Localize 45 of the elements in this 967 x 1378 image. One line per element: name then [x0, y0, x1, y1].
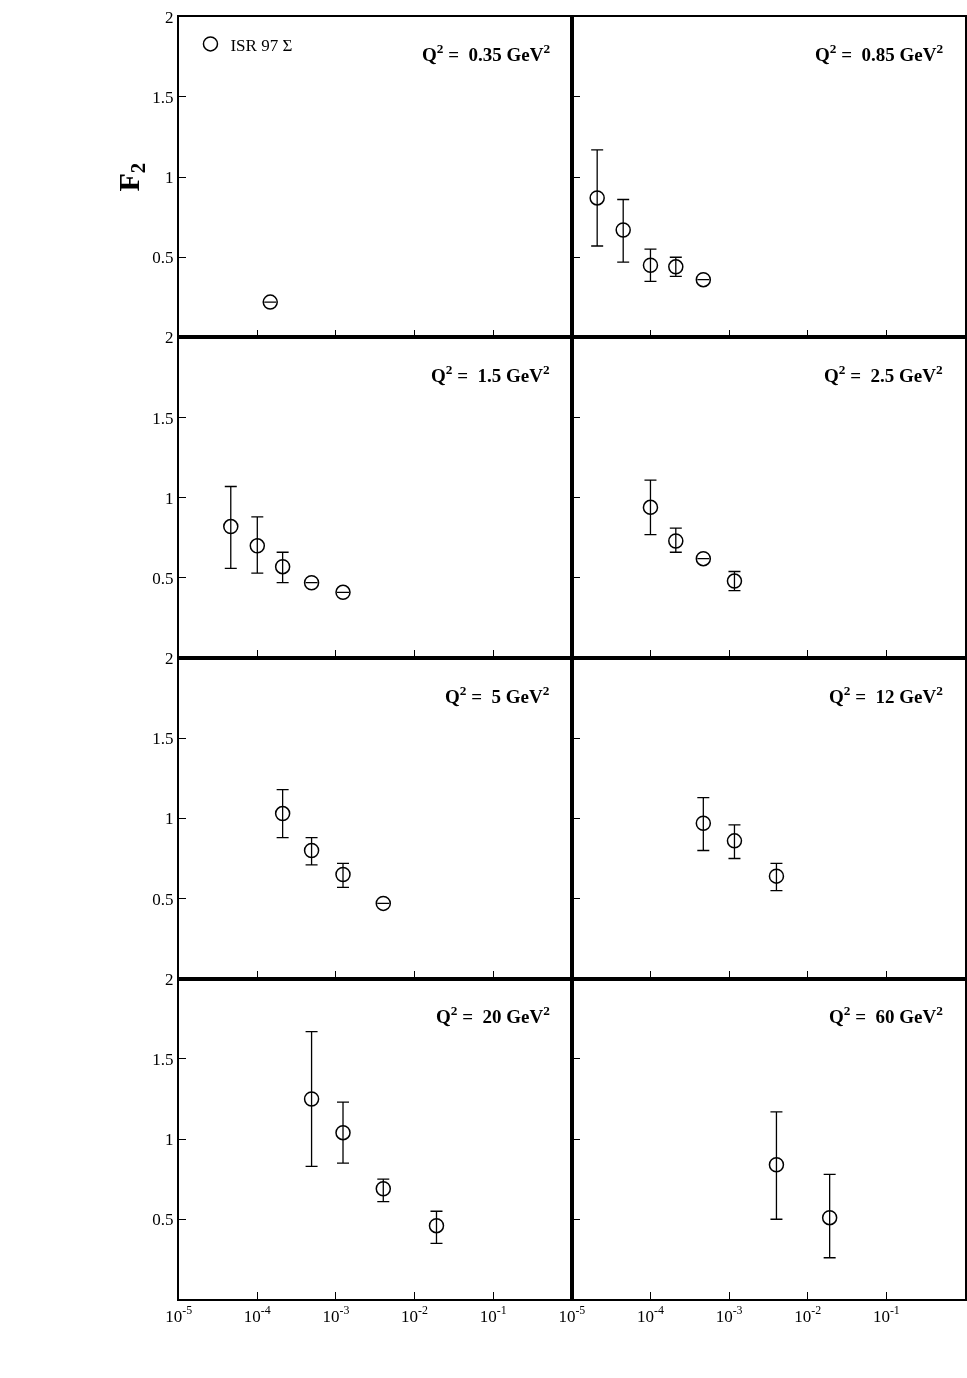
y-tick-label: 1 — [165, 168, 174, 188]
text: Q$^{2}$ = 0.35 GeV$^{2}$ — [422, 41, 551, 65]
y-tick-label: 0.5 — [152, 889, 174, 909]
point — [668, 533, 684, 549]
x-tick-label: 10$^{-4}$ — [243, 1303, 271, 1326]
y-tick-label: 1 — [165, 809, 174, 829]
text: Q$^{2}$ = 60 GeV$^{2}$ — [829, 1003, 944, 1027]
x-tick-label: 10$^{-2}$ — [794, 1303, 822, 1326]
point — [303, 574, 320, 591]
point — [589, 190, 605, 206]
x-tick-label: 10$^{-5}$ — [558, 1303, 586, 1326]
y-tick-label: 1.5 — [152, 87, 174, 107]
x-tick-label: 10$^{-1}$ — [479, 1303, 507, 1326]
text: Q$^{2}$ = 5 GeV$^{2}$ — [445, 683, 550, 707]
y-tick-label: 0.5 — [152, 568, 174, 588]
y-tick-label: 0.5 — [152, 248, 174, 268]
y-tick-label: 1 — [165, 488, 174, 508]
text: Q$^{2}$ = 12 GeV$^{2}$ — [829, 683, 944, 707]
point — [695, 271, 712, 288]
y-tick-label: 1 — [165, 1130, 174, 1150]
y-tick-label: 1.5 — [152, 729, 174, 749]
y-tick-label: 2 — [165, 7, 174, 27]
y-tick-label: 2 — [165, 649, 174, 669]
point — [249, 538, 266, 554]
text: Q$^{2}$ = 0.85 GeV$^{2}$ — [815, 41, 944, 65]
y-tick-label: 1.5 — [152, 1049, 174, 1069]
text: Q$^{2}$ = 20 GeV$^{2}$ — [436, 1003, 551, 1027]
y-tick-label: 1.5 — [152, 408, 174, 428]
x-tick-label: 10$^{-3}$ — [322, 1303, 350, 1326]
y-tick-label: 2 — [165, 969, 174, 989]
y-tick-label: 2 — [165, 328, 174, 348]
text: Q$^{2}$ = 1.5 GeV$^{2}$ — [431, 362, 550, 386]
x-tick-label: 10$^{-1}$ — [872, 1303, 900, 1326]
x-tick-label: 10$^{-2}$ — [401, 1303, 429, 1326]
text: Q$^{2}$ = 2.5 GeV$^{2}$ — [824, 362, 943, 386]
legend-label: ISR 97 Σ — [230, 35, 293, 55]
x-tick-label: 10$^{-4}$ — [637, 1303, 664, 1326]
point — [223, 518, 239, 535]
x-tick-label: 10$^{-3}$ — [715, 1303, 743, 1326]
point — [642, 257, 659, 273]
x-tick-label: 10$^{-5}$ — [165, 1303, 193, 1326]
point — [642, 499, 659, 516]
point — [615, 222, 631, 238]
y-tick-label: 0.5 — [152, 1210, 174, 1230]
point — [695, 550, 712, 567]
